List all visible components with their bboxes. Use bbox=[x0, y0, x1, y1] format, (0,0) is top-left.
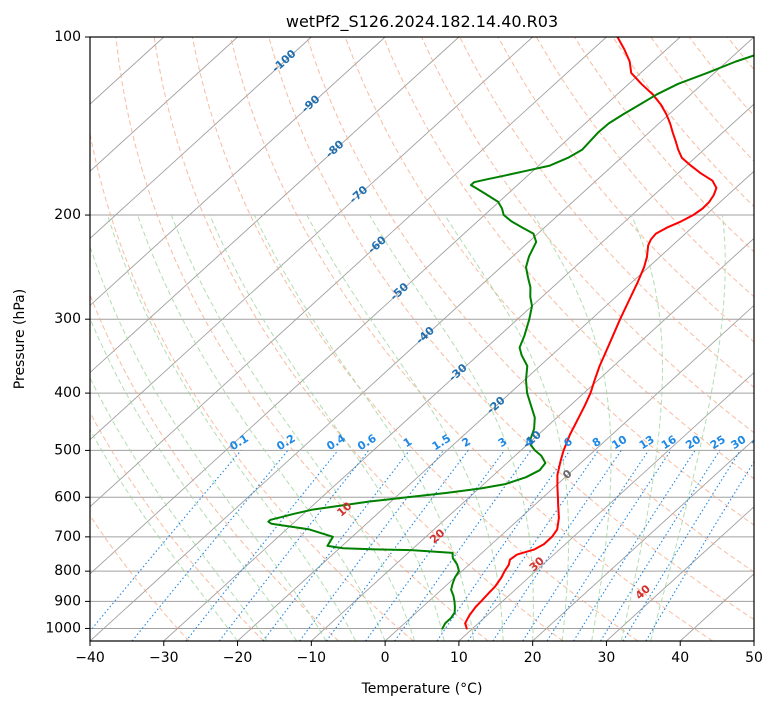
isotherm-line bbox=[90, 37, 460, 374]
y-axis-title: Pressure (hPa) bbox=[12, 289, 28, 389]
mixing-ratio-line bbox=[622, 450, 741, 641]
isotherm-line bbox=[532, 439, 754, 641]
dry-adiabat-line bbox=[497, 37, 754, 343]
mixing-ratio-line bbox=[394, 450, 532, 641]
y-tick-label: 400 bbox=[54, 385, 81, 401]
dry-adiabat-line bbox=[115, 37, 489, 641]
moist-adiabat-line bbox=[107, 214, 357, 641]
mixing-ratio-line bbox=[299, 450, 444, 641]
isotherm-line bbox=[458, 371, 754, 641]
dry-adiabat-line bbox=[90, 131, 414, 641]
mixing-ratio-line bbox=[325, 450, 469, 641]
dry-adiabat-line bbox=[382, 37, 754, 480]
y-tick-label: 100 bbox=[54, 29, 81, 45]
dry-adiabat-line bbox=[268, 37, 754, 621]
dry-adiabat-line bbox=[230, 37, 713, 641]
moist-adiabat-line bbox=[209, 214, 445, 641]
isotherm-line bbox=[90, 37, 607, 508]
dry-adiabat-line bbox=[306, 37, 754, 573]
data-lines bbox=[267, 37, 754, 630]
moist-adiabat-line bbox=[533, 214, 612, 641]
x-tick-label: −40 bbox=[75, 650, 105, 666]
moist-adiabat-line bbox=[253, 214, 475, 641]
mixing-ratio-line bbox=[365, 450, 505, 641]
isotherm-line bbox=[384, 304, 754, 641]
y-tick-label: 900 bbox=[54, 593, 81, 609]
dry-adiabat-line bbox=[153, 37, 564, 641]
x-tick-label: −20 bbox=[223, 650, 253, 666]
y-tick-label: 800 bbox=[54, 563, 81, 579]
x-tick-label: 40 bbox=[671, 650, 689, 666]
dry-adiabat-line bbox=[90, 411, 265, 641]
x-tick-label: 10 bbox=[450, 650, 468, 666]
x-tick-label: −30 bbox=[149, 650, 179, 666]
mixing-ratio-line bbox=[573, 450, 696, 641]
isotherm-line bbox=[163, 103, 754, 641]
x-tick-label: 30 bbox=[598, 650, 616, 666]
y-tick-label: 300 bbox=[54, 311, 81, 327]
x-tick-label: 20 bbox=[524, 650, 542, 666]
moist-adiabat-line bbox=[620, 214, 663, 641]
y-tick-label: 700 bbox=[54, 529, 81, 545]
mixing-ratio-label: 36 bbox=[749, 433, 769, 452]
isotherm-line bbox=[237, 170, 754, 641]
mixing-ratio-line bbox=[522, 450, 650, 641]
dry-adiabat-line bbox=[421, 37, 754, 434]
y-tick-label: 600 bbox=[54, 489, 81, 505]
moist-adiabat-line bbox=[90, 316, 298, 641]
mixing-ratio-line bbox=[546, 450, 672, 641]
dry-adiabat-line bbox=[459, 37, 754, 388]
isotherm-line bbox=[90, 37, 386, 307]
mixing-ratio-line bbox=[436, 450, 571, 641]
moist-adiabat-line bbox=[306, 214, 504, 641]
chart-title: wetPf2_S126.2024.182.14.40.R03 bbox=[286, 12, 558, 32]
x-axis-title: Temperature (°C) bbox=[361, 681, 483, 697]
dry-adiabat-line bbox=[191, 37, 639, 641]
moist-adiabat-line bbox=[137, 214, 386, 641]
isotherm-line bbox=[90, 37, 681, 575]
x-tick-label: −10 bbox=[297, 650, 327, 666]
mixing-ratio-line bbox=[185, 450, 339, 641]
moist-adiabat-line bbox=[650, 214, 726, 641]
isotherm-line bbox=[606, 506, 754, 641]
isotherm-line bbox=[90, 37, 312, 239]
temperature-line bbox=[464, 37, 718, 630]
dry-adiabat-line bbox=[535, 37, 754, 298]
y-tick-label: 500 bbox=[54, 442, 81, 458]
moist-adiabat-line bbox=[90, 244, 327, 641]
y-tick-label: 200 bbox=[54, 207, 81, 223]
isotherm-line bbox=[90, 37, 533, 441]
mixing-ratio-line bbox=[90, 450, 242, 632]
moist-adiabat-line bbox=[170, 214, 416, 641]
mixing-ratio-line bbox=[467, 450, 599, 641]
y-tick-label: 1000 bbox=[45, 620, 81, 636]
plot-frame bbox=[89, 36, 755, 642]
background-lines bbox=[90, 37, 754, 641]
axes: −40 −30 −20 −10 0 10 20 30 40 50 100 200 300 400 500 60… bbox=[45, 29, 763, 666]
dry-adiabat-line bbox=[344, 37, 754, 526]
isotherm-line bbox=[90, 37, 238, 172]
mixing-ratio-line bbox=[492, 450, 622, 641]
mixing-ratio-line bbox=[262, 450, 410, 641]
mixing-ratio-line bbox=[600, 450, 721, 641]
x-tick-label: 50 bbox=[745, 650, 763, 666]
isotherm-line bbox=[90, 37, 754, 641]
x-tick-label: 0 bbox=[381, 650, 390, 666]
dewpoint-line bbox=[267, 54, 754, 630]
mixing-ratio-line bbox=[131, 450, 289, 641]
